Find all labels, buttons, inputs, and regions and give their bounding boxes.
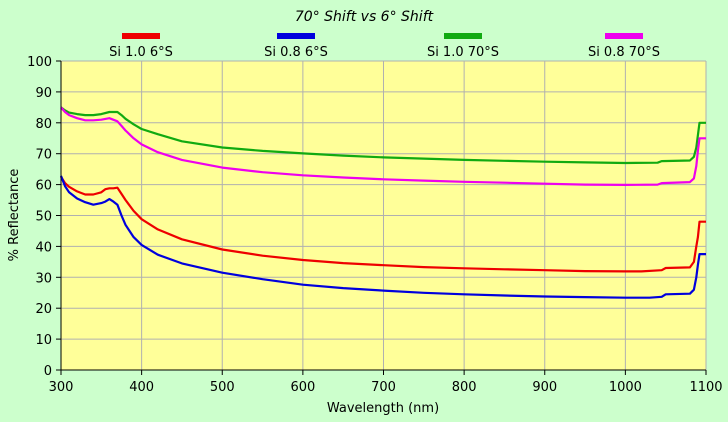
x-tick-label: 900 (532, 380, 557, 395)
x-axis-label: Wavelength (nm) (327, 401, 439, 416)
legend-swatch-1 (122, 33, 160, 39)
x-tick-label: 300 (49, 380, 74, 395)
x-tick-label: 400 (129, 380, 154, 395)
y-axis-label: % Reflectance (7, 169, 22, 262)
x-tick-label: 1000 (609, 380, 642, 395)
chart-title: 70° Shift vs 6° Shift (295, 9, 434, 25)
series-line-2 (59, 175, 706, 299)
y-tick-label: 50 (35, 210, 52, 225)
legend-swatch-3 (444, 33, 482, 39)
y-tick-label: 0 (44, 364, 52, 379)
x-tick-label: 1100 (689, 380, 722, 395)
legend-label-4: Si 0.8 70°S (588, 45, 660, 60)
grid (61, 60, 707, 370)
x-tick-label: 800 (452, 380, 477, 395)
y-tick-label: 20 (35, 302, 52, 317)
legend-label-3: Si 1.0 70°S (427, 45, 499, 60)
y-tick-label: 10 (35, 333, 52, 348)
ticks: 0 10 20 30 40 50 60 70 80 90 100 300 400 500 600 700 800… (27, 55, 722, 395)
legend-swatch-4 (605, 33, 643, 39)
y-tick-label: 70 (35, 148, 52, 163)
y-tick-label: 100 (27, 55, 52, 70)
series-line-4 (60, 106, 706, 186)
x-tick-label: 600 (290, 380, 315, 395)
y-tick-label: 30 (35, 271, 52, 286)
y-tick-label: 40 (35, 240, 52, 255)
y-tick-label: 90 (35, 86, 52, 101)
legend-swatch-2 (277, 33, 315, 39)
x-tick-label: 700 (371, 380, 396, 395)
series-line-3 (60, 106, 706, 165)
y-tick-label: 60 (35, 179, 52, 194)
series-layer (59, 106, 706, 299)
legend: Si 1.0 6°S Si 0.8 6°S Si 1.0 70°S Si 0.8 70… (109, 33, 660, 60)
legend-label-2: Si 0.8 6°S (264, 45, 328, 60)
x-tick-label: 500 (210, 380, 235, 395)
series-line-1 (60, 176, 706, 273)
legend-label-1: Si 1.0 6°S (109, 45, 173, 60)
y-tick-label: 80 (35, 117, 52, 132)
